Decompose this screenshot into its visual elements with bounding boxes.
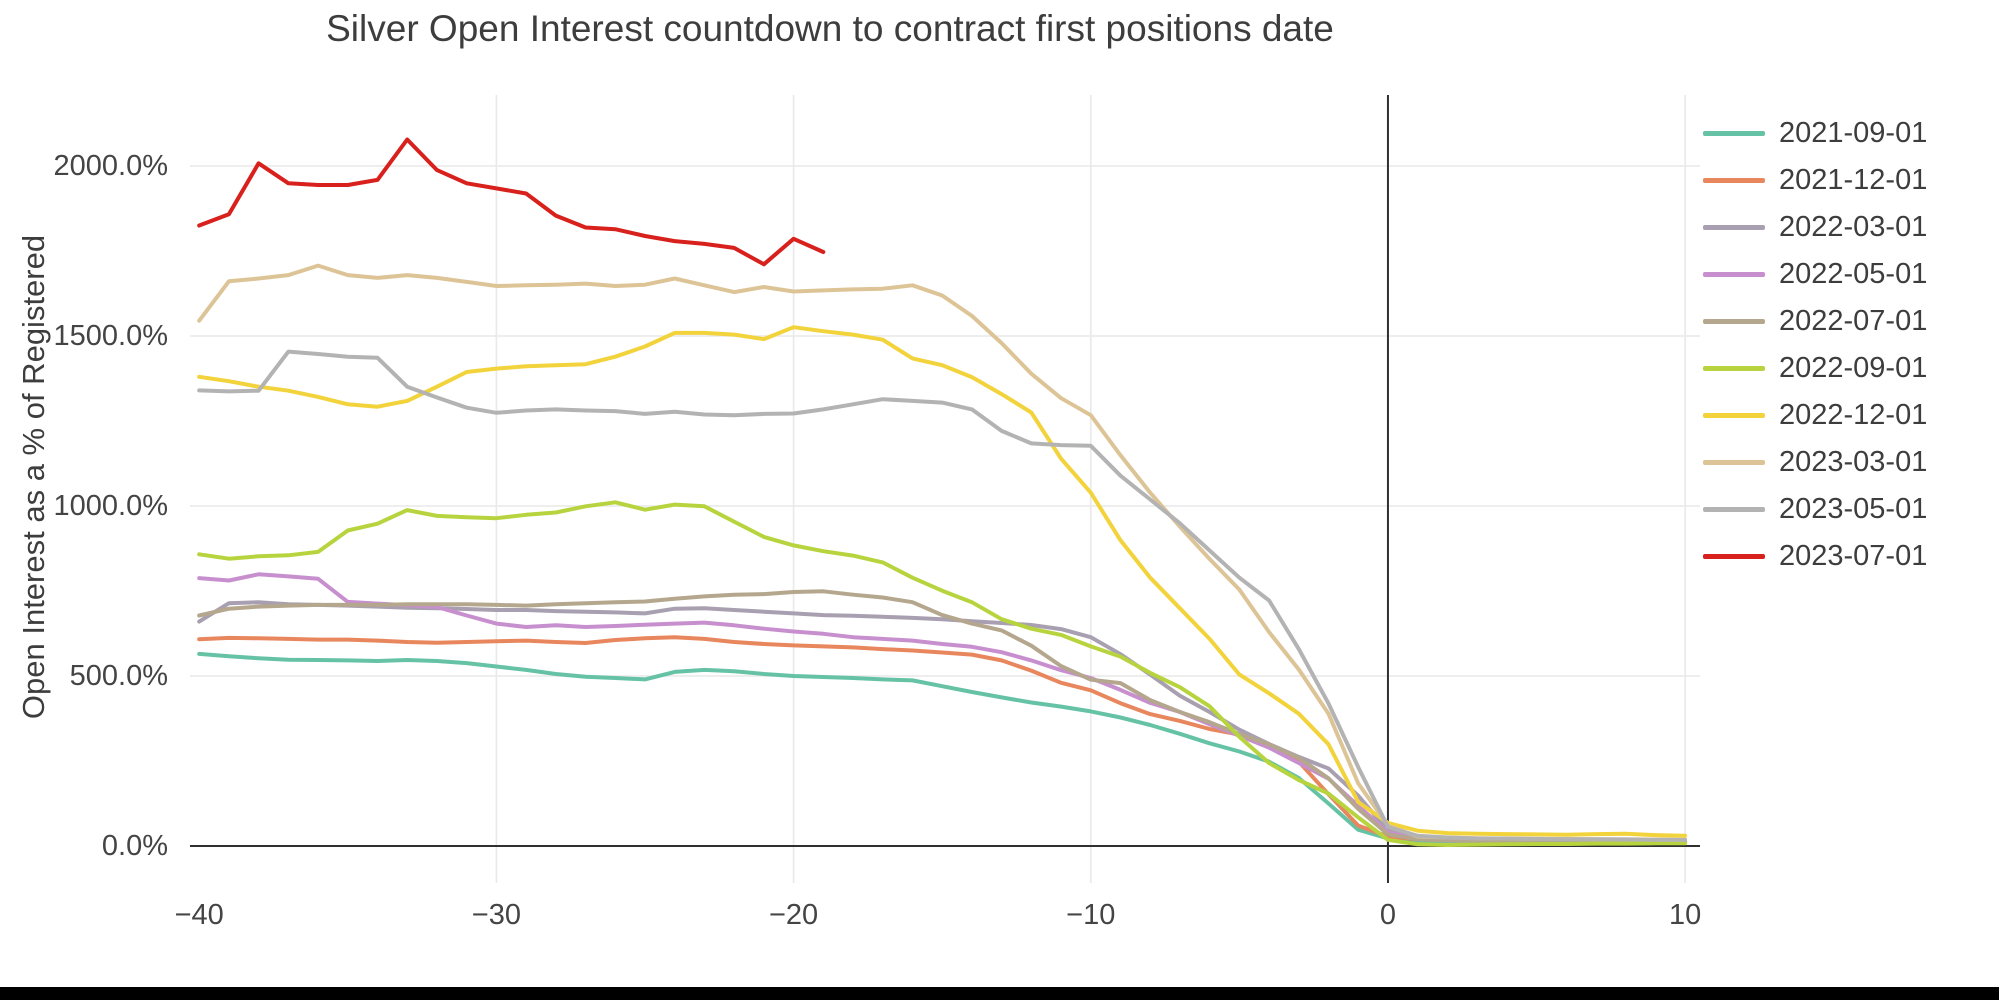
- x-tick-label: −40: [174, 899, 224, 931]
- legend-line-swatch: [1703, 412, 1765, 418]
- legend-item-2021-12-01[interactable]: 2021-12-01: [1703, 163, 1927, 197]
- series-line-2021-12-01[interactable]: [197, 635, 1688, 844]
- legend-item-2022-07-01[interactable]: 2022-07-01: [1703, 304, 1927, 338]
- y-tick-label: 1000.0%: [53, 490, 169, 522]
- series-line-2022-09-01[interactable]: [197, 500, 1688, 847]
- legend-item-2022-12-01[interactable]: 2022-12-01: [1703, 398, 1927, 432]
- legend-item-2023-03-01[interactable]: 2023-03-01: [1703, 445, 1927, 479]
- series-line-2022-12-01[interactable]: [197, 325, 1688, 838]
- series-line-2023-05-01[interactable]: [197, 349, 1688, 842]
- series-line-2022-03-01[interactable]: [197, 600, 1688, 845]
- bottom-bar: [0, 987, 1999, 1000]
- legend-line-swatch: [1703, 318, 1765, 324]
- legend-label: 2023-07-01: [1779, 539, 1928, 572]
- legend-line-swatch: [1703, 365, 1765, 371]
- legend-label: 2023-05-01: [1779, 492, 1928, 525]
- legend-line-swatch: [1703, 271, 1765, 277]
- legend-line-swatch: [1703, 224, 1765, 230]
- legend-item-2021-09-01[interactable]: 2021-09-01: [1703, 116, 1927, 150]
- legend-line-swatch: [1703, 177, 1765, 183]
- y-tick-label: 500.0%: [69, 660, 168, 692]
- x-tick-label: 10: [1669, 899, 1702, 931]
- y-tick-label: 0.0%: [101, 830, 168, 862]
- x-tick-label: −30: [471, 899, 521, 931]
- y-tick-label: 2000.0%: [53, 149, 169, 182]
- legend-label: 2021-09-01: [1779, 116, 1928, 149]
- legend-line-swatch: [1703, 506, 1765, 512]
- x-tick-label: −20: [768, 899, 819, 931]
- series-line-2021-09-01[interactable]: [197, 651, 1688, 845]
- series-line-2023-07-01[interactable]: [197, 137, 826, 267]
- legend-label: 2022-03-01: [1779, 210, 1928, 243]
- legend-item-2023-05-01[interactable]: 2023-05-01: [1703, 492, 1927, 526]
- x-tick-label: −10: [1066, 899, 1116, 931]
- series-line-2022-07-01[interactable]: [197, 589, 1688, 844]
- legend-label: 2022-05-01: [1779, 257, 1928, 290]
- legend-label: 2023-03-01: [1779, 445, 1928, 478]
- legend-label: 2022-07-01: [1779, 304, 1928, 337]
- legend-line-swatch: [1703, 130, 1765, 136]
- series-line-2023-03-01[interactable]: [197, 263, 1688, 842]
- legend-line-swatch: [1703, 553, 1765, 559]
- y-tick-label: 1500.0%: [53, 319, 169, 352]
- x-tick-label: 0: [1379, 899, 1397, 931]
- chart-title: Silver Open Interest countdown to contra…: [326, 8, 1334, 49]
- legend-item-2022-03-01[interactable]: 2022-03-01: [1703, 210, 1927, 244]
- legend-item-2022-09-01[interactable]: 2022-09-01: [1703, 351, 1927, 385]
- legend-item-2023-07-01[interactable]: 2023-07-01: [1703, 539, 1927, 573]
- legend-item-2022-05-01[interactable]: 2022-05-01: [1703, 257, 1927, 291]
- legend-label: 2022-09-01: [1779, 351, 1928, 384]
- legend-label: 2022-12-01: [1779, 398, 1928, 431]
- legend-label: 2021-12-01: [1779, 163, 1928, 196]
- legend-line-swatch: [1703, 459, 1765, 465]
